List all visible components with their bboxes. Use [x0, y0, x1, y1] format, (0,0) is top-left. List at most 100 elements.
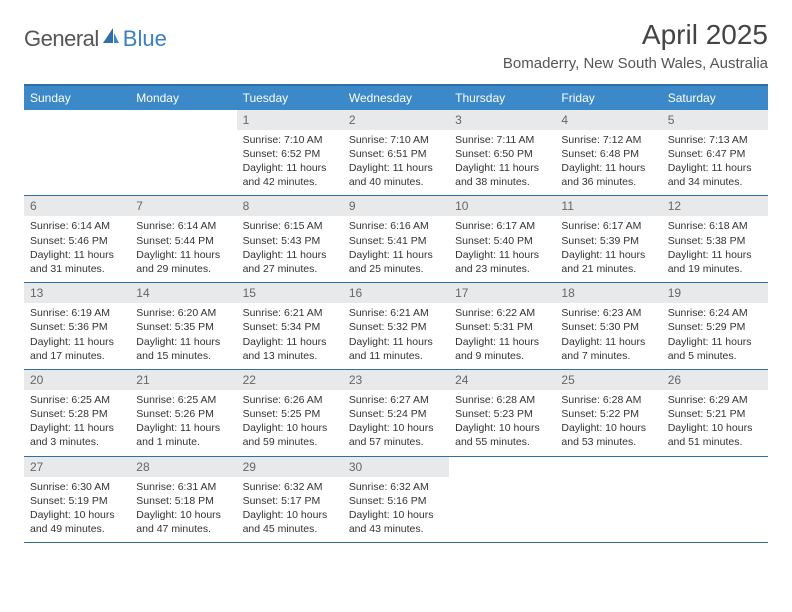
sunrise-line: Sunrise: 7:10 AM [243, 133, 337, 147]
sunset-line: Sunset: 5:29 PM [668, 320, 762, 334]
sunset-line: Sunset: 5:18 PM [136, 494, 230, 508]
calendar-week-row: 27 Sunrise: 6:30 AMSunset: 5:19 PM Dayligh… [24, 456, 768, 543]
day-number: 2 [343, 110, 449, 130]
day-body: Sunrise: 7:11 AMSunset: 6:50 PMDaylight:… [449, 130, 555, 196]
calendar-day-cell: 4Sunrise: 7:12 AMSunset: 6:48 PMDaylight… [555, 110, 661, 196]
day-body: Sunrise: 6:32 AMSunset: 5:16 PMDaylight:… [343, 477, 449, 543]
sunset-line: Sunset: 5:23 PM [455, 407, 549, 421]
sunrise-line: Sunrise: 6:17 AM [561, 219, 655, 233]
sunrise-line: Sunrise: 6:21 AM [243, 306, 337, 320]
daylight-line: Daylight: 11 hours and 38 minutes. [455, 161, 549, 189]
calendar-day-cell: 16Sunrise: 6:21 AMSunset: 5:32 PMDayligh… [343, 283, 449, 370]
day-body: Sunrise: 6:19 AMSunset: 5:36 PMDaylight:… [24, 303, 130, 369]
sunrise-line: Sunrise: 6:21 AM [349, 306, 443, 320]
daylight-line: Daylight: 11 hours and 1 minute. [136, 421, 230, 449]
calendar-day-cell: 26Sunrise: 6:29 AMSunset: 5:21 PMDayligh… [662, 369, 768, 456]
calendar-day-cell: 29Sunrise: 6:32 AMSunset: 5:17 PMDayligh… [237, 456, 343, 543]
day-body: Sunrise: 6:32 AMSunset: 5:17 PMDaylight:… [237, 477, 343, 543]
sunrise-line: Sunrise: 6:19 AM [30, 306, 124, 320]
calendar-day-cell: 6Sunrise: 6:14 AMSunset: 5:46 PMDaylight… [24, 196, 130, 283]
calendar-day-cell: 24Sunrise: 6:28 AMSunset: 5:23 PMDayligh… [449, 369, 555, 456]
calendar-empty-cell [130, 110, 236, 196]
day-body: Sunrise: 6:23 AMSunset: 5:30 PMDaylight:… [555, 303, 661, 369]
sunrise-line: Sunrise: 6:30 AM [30, 480, 124, 494]
calendar-week-row: 13Sunrise: 6:19 AMSunset: 5:36 PMDayligh… [24, 283, 768, 370]
sunrise-line: Sunrise: 6:14 AM [136, 219, 230, 233]
sunrise-line: Sunrise: 6:27 AM [349, 393, 443, 407]
day-body: Sunrise: 6:17 AMSunset: 5:40 PMDaylight:… [449, 216, 555, 282]
day-body: Sunrise: 6:24 AMSunset: 5:29 PMDaylight:… [662, 303, 768, 369]
daylight-line: Daylight: 11 hours and 36 minutes. [561, 161, 655, 189]
day-number: 27 [24, 457, 130, 477]
day-number: 28 [130, 457, 236, 477]
sunrise-line: Sunrise: 7:10 AM [349, 133, 443, 147]
sunset-line: Sunset: 5:31 PM [455, 320, 549, 334]
sunrise-line: Sunrise: 6:31 AM [136, 480, 230, 494]
daylight-line: Daylight: 11 hours and 21 minutes. [561, 248, 655, 276]
day-body: Sunrise: 7:10 AMSunset: 6:52 PMDaylight:… [237, 130, 343, 196]
day-number: 25 [555, 370, 661, 390]
sunrise-line: Sunrise: 7:13 AM [668, 133, 762, 147]
daylight-line: Daylight: 10 hours and 47 minutes. [136, 508, 230, 536]
sunset-line: Sunset: 5:19 PM [30, 494, 124, 508]
day-body: Sunrise: 6:29 AMSunset: 5:21 PMDaylight:… [662, 390, 768, 456]
calendar-day-cell: 27Sunrise: 6:30 AMSunset: 5:19 PMDayligh… [24, 456, 130, 543]
daylight-line: Daylight: 11 hours and 15 minutes. [136, 335, 230, 363]
sunset-line: Sunset: 5:21 PM [668, 407, 762, 421]
calendar-empty-cell [449, 456, 555, 543]
sunrise-line: Sunrise: 7:12 AM [561, 133, 655, 147]
weekday-header: Sunday [24, 85, 130, 110]
calendar-day-cell: 13Sunrise: 6:19 AMSunset: 5:36 PMDayligh… [24, 283, 130, 370]
sunset-line: Sunset: 5:34 PM [243, 320, 337, 334]
calendar-week-row: 20Sunrise: 6:25 AMSunset: 5:28 PMDayligh… [24, 369, 768, 456]
sunrise-line: Sunrise: 6:28 AM [561, 393, 655, 407]
sunset-line: Sunset: 6:50 PM [455, 147, 549, 161]
day-body: Sunrise: 7:12 AMSunset: 6:48 PMDaylight:… [555, 130, 661, 196]
daylight-line: Daylight: 11 hours and 13 minutes. [243, 335, 337, 363]
sunset-line: Sunset: 5:41 PM [349, 234, 443, 248]
sunrise-line: Sunrise: 6:28 AM [455, 393, 549, 407]
day-body: Sunrise: 7:13 AMSunset: 6:47 PMDaylight:… [662, 130, 768, 196]
brand-logo: General Blue [24, 26, 167, 52]
sunset-line: Sunset: 5:32 PM [349, 320, 443, 334]
day-body: Sunrise: 6:27 AMSunset: 5:24 PMDaylight:… [343, 390, 449, 456]
weekday-header: Monday [130, 85, 236, 110]
daylight-line: Daylight: 11 hours and 3 minutes. [30, 421, 124, 449]
day-number: 30 [343, 457, 449, 477]
sunset-line: Sunset: 5:40 PM [455, 234, 549, 248]
sunrise-line: Sunrise: 6:25 AM [136, 393, 230, 407]
daylight-line: Daylight: 11 hours and 19 minutes. [668, 248, 762, 276]
day-number: 21 [130, 370, 236, 390]
calendar-day-cell: 12Sunrise: 6:18 AMSunset: 5:38 PMDayligh… [662, 196, 768, 283]
sunrise-line: Sunrise: 6:32 AM [349, 480, 443, 494]
sunrise-line: Sunrise: 6:26 AM [243, 393, 337, 407]
day-number: 10 [449, 196, 555, 216]
sunset-line: Sunset: 5:38 PM [668, 234, 762, 248]
calendar-day-cell: 1Sunrise: 7:10 AMSunset: 6:52 PMDaylight… [237, 110, 343, 196]
sunrise-line: Sunrise: 6:18 AM [668, 219, 762, 233]
sunset-line: Sunset: 6:48 PM [561, 147, 655, 161]
calendar-empty-cell [662, 456, 768, 543]
sunset-line: Sunset: 5:39 PM [561, 234, 655, 248]
day-body: Sunrise: 6:21 AMSunset: 5:34 PMDaylight:… [237, 303, 343, 369]
calendar-empty-cell [555, 456, 661, 543]
sunrise-line: Sunrise: 6:23 AM [561, 306, 655, 320]
calendar-day-cell: 22Sunrise: 6:26 AMSunset: 5:25 PMDayligh… [237, 369, 343, 456]
day-body: Sunrise: 6:22 AMSunset: 5:31 PMDaylight:… [449, 303, 555, 369]
sunset-line: Sunset: 5:24 PM [349, 407, 443, 421]
sunset-line: Sunset: 6:51 PM [349, 147, 443, 161]
sunrise-line: Sunrise: 6:22 AM [455, 306, 549, 320]
calendar-table: SundayMondayTuesdayWednesdayThursdayFrid… [24, 84, 768, 543]
sunrise-line: Sunrise: 6:25 AM [30, 393, 124, 407]
day-number: 16 [343, 283, 449, 303]
sunset-line: Sunset: 5:16 PM [349, 494, 443, 508]
sunset-line: Sunset: 5:22 PM [561, 407, 655, 421]
sunset-line: Sunset: 5:36 PM [30, 320, 124, 334]
sunrise-line: Sunrise: 6:15 AM [243, 219, 337, 233]
day-body: Sunrise: 6:16 AMSunset: 5:41 PMDaylight:… [343, 216, 449, 282]
day-number: 5 [662, 110, 768, 130]
daylight-line: Daylight: 11 hours and 25 minutes. [349, 248, 443, 276]
calendar-body: 1Sunrise: 7:10 AMSunset: 6:52 PMDaylight… [24, 110, 768, 543]
calendar-day-cell: 5Sunrise: 7:13 AMSunset: 6:47 PMDaylight… [662, 110, 768, 196]
calendar-day-cell: 11Sunrise: 6:17 AMSunset: 5:39 PMDayligh… [555, 196, 661, 283]
